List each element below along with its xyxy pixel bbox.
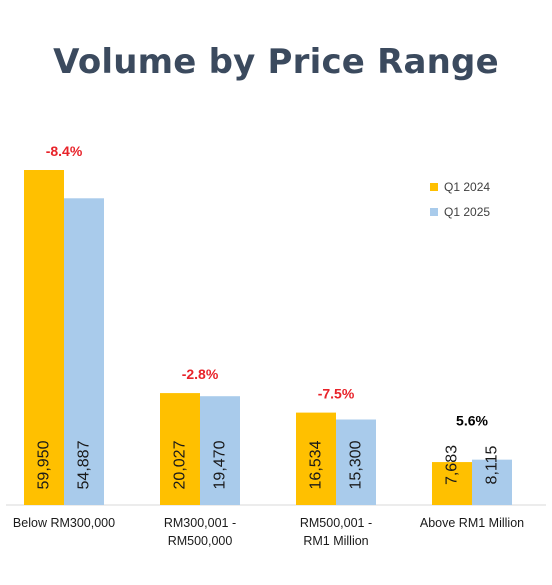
bar-q1-2025-0	[64, 198, 104, 505]
change-label: 5.6%	[456, 413, 488, 429]
bar-q1-2024-1	[160, 393, 200, 505]
bar-q1-2024-3	[432, 462, 472, 505]
legend-label: Q1 2024	[444, 180, 490, 194]
category-label: RM500,001 -	[300, 516, 372, 530]
bar-value-label: 16,534	[308, 440, 325, 489]
category-label: RM300,001 -	[164, 516, 236, 530]
category-label: RM500,000	[168, 534, 233, 548]
bar-q1-2025-1	[200, 396, 240, 505]
bar-q1-2024-2	[296, 412, 336, 505]
change-label: -8.4%	[46, 143, 83, 159]
bar-value-label: 8,115	[484, 445, 501, 484]
bar-q1-2025-3	[472, 459, 512, 505]
bar-q1-2025-2	[336, 419, 376, 505]
change-label: -7.5%	[318, 386, 355, 402]
legend-label: Q1 2025	[444, 205, 490, 219]
bar-value-label: 20,027	[172, 440, 189, 489]
bar-value-label: 7,683	[444, 445, 461, 485]
category-label: Below RM300,000	[13, 516, 115, 530]
legend-swatch	[430, 208, 438, 216]
bar-value-label: 59,950	[36, 440, 53, 489]
change-label: -2.8%	[182, 366, 219, 382]
bar-value-label: 15,300	[348, 440, 365, 489]
bar-value-label: 54,887	[76, 440, 93, 489]
category-label: Above RM1 Million	[420, 516, 524, 530]
legend-swatch	[430, 183, 438, 191]
category-label: RM1 Million	[303, 534, 368, 548]
chart-title: Volume by Price Range	[53, 42, 499, 82]
bar-value-label: 19,470	[212, 440, 229, 489]
bar-q1-2024-0	[24, 170, 64, 505]
